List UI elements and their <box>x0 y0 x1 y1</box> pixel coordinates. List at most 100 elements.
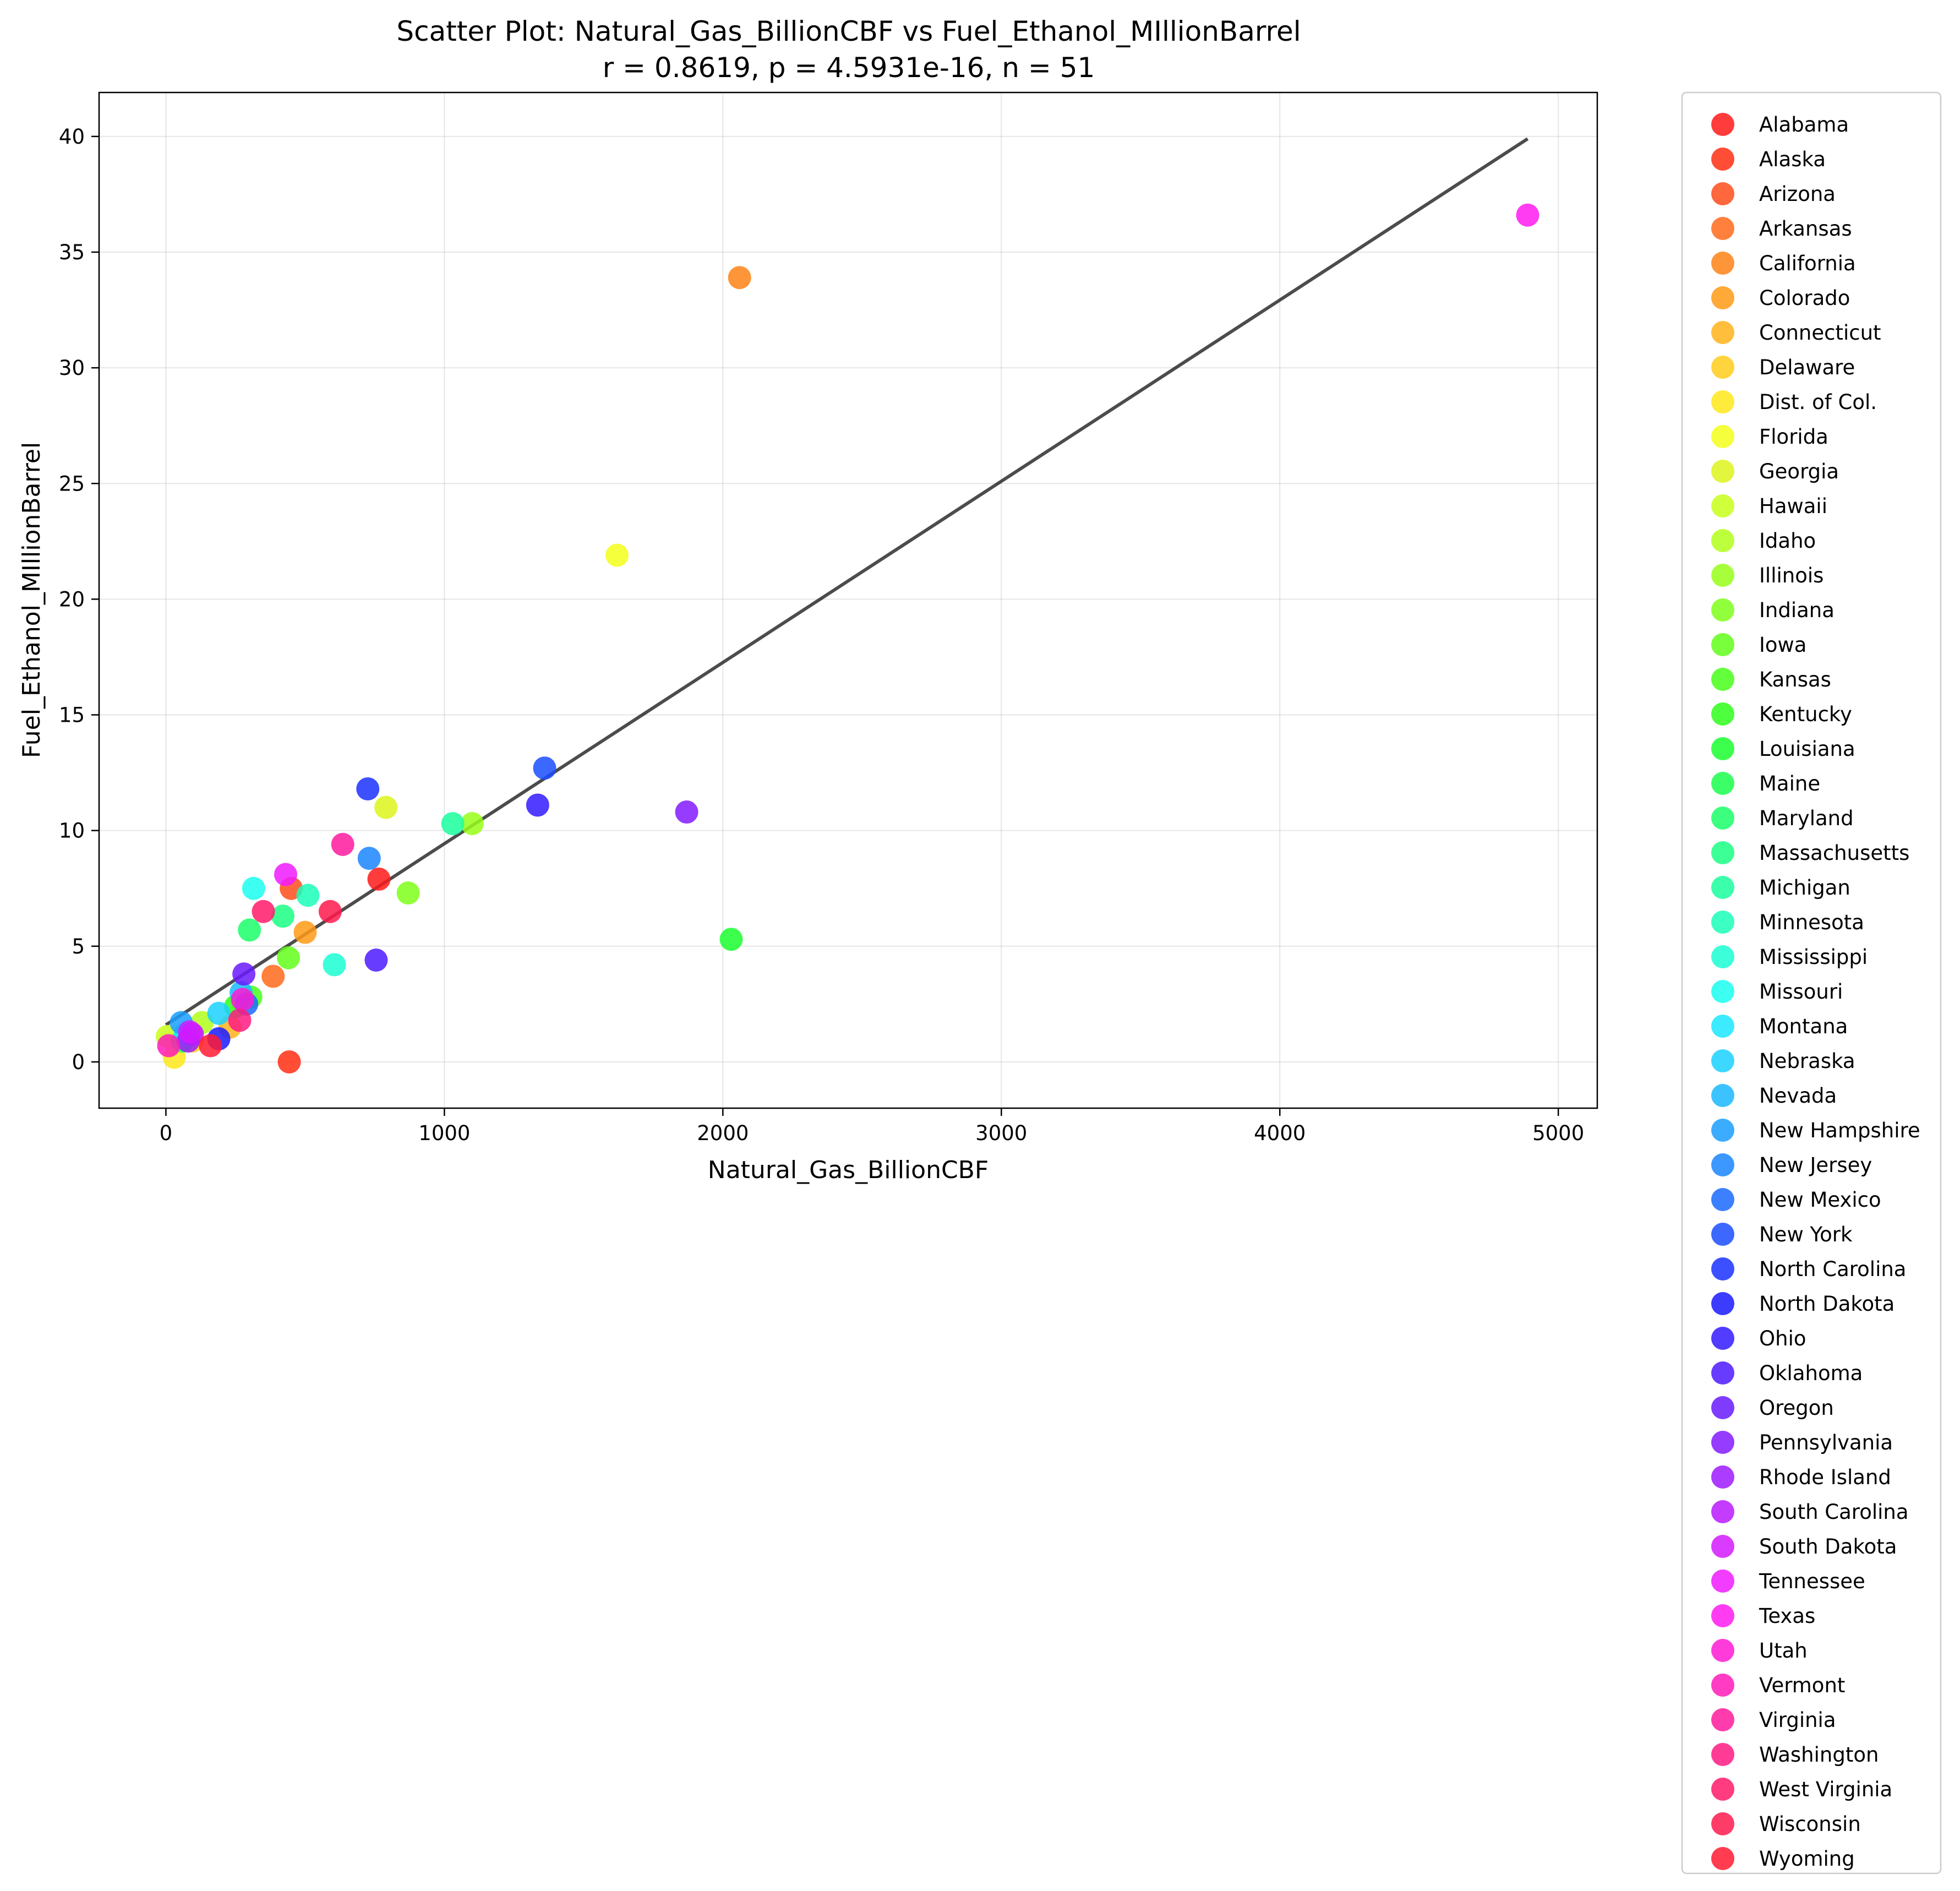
legend-label-north-carolina: North Carolina <box>1759 1257 1906 1281</box>
legend-marker-new-mexico <box>1711 1188 1734 1211</box>
data-points <box>155 203 1539 1073</box>
y-tick-label-5: 25 <box>59 472 85 495</box>
legend-marker-maine <box>1711 772 1734 795</box>
y-axis-label: Fuel_Ethanol_MIllionBarrel <box>18 442 46 758</box>
point-california <box>728 266 751 290</box>
point-vermont <box>157 1034 181 1058</box>
legend-label-montana: Montana <box>1759 1015 1848 1038</box>
point-utah <box>231 988 254 1011</box>
gridlines <box>99 92 1597 1108</box>
point-maryland <box>238 918 261 942</box>
legend-label-new-hampshire: New Hampshire <box>1759 1119 1920 1142</box>
point-georgia <box>374 795 398 819</box>
chart-title: Scatter Plot: Natural_Gas_BillionCBF vs … <box>396 15 1301 47</box>
legend-marker-mississippi <box>1711 945 1734 968</box>
legend-marker-new-york <box>1711 1223 1734 1246</box>
point-oregon <box>232 962 256 986</box>
legend-marker-florida <box>1711 425 1734 448</box>
legend-label-mississippi: Mississippi <box>1759 945 1868 969</box>
legend-marker-south-carolina <box>1711 1500 1734 1523</box>
y-tick-label-3: 15 <box>59 704 85 727</box>
plot-frame <box>98 91 1598 1109</box>
legend-label-missouri: Missouri <box>1759 980 1843 1004</box>
legend-marker-alabama <box>1711 113 1734 136</box>
legend-label-delaware: Delaware <box>1759 356 1855 379</box>
legend-label-arkansas: Arkansas <box>1759 217 1852 241</box>
legend-label-wisconsin: Wisconsin <box>1759 1812 1861 1836</box>
legend-label-north-dakota: North Dakota <box>1759 1292 1895 1316</box>
legend-label-alaska: Alaska <box>1759 148 1826 171</box>
legend-marker-wisconsin <box>1711 1812 1734 1835</box>
point-alaska <box>277 1050 301 1073</box>
legend-label-washington: Washington <box>1759 1743 1879 1767</box>
legend-marker-oregon <box>1711 1396 1734 1419</box>
point-mississippi <box>323 953 346 977</box>
x-tick-label-2: 2000 <box>697 1121 749 1145</box>
point-wyoming <box>199 1034 222 1058</box>
legend-label-california: California <box>1759 252 1856 275</box>
legend-label-connecticut: Connecticut <box>1759 321 1881 345</box>
legend-marker-georgia <box>1711 460 1734 483</box>
legend-marker-louisiana <box>1711 737 1734 760</box>
legend-label-kansas: Kansas <box>1759 668 1831 691</box>
point-virginia <box>331 832 354 856</box>
point-louisiana <box>719 928 743 951</box>
y-tick-label-2: 10 <box>59 819 85 843</box>
point-new-jersey <box>357 847 381 870</box>
legend-marker-idaho <box>1711 529 1734 552</box>
legend-marker-arkansas <box>1711 217 1734 240</box>
legend-marker-south-dakota <box>1711 1535 1734 1558</box>
legend-marker-kentucky <box>1711 702 1734 726</box>
legend-label-iowa: Iowa <box>1759 633 1806 657</box>
point-florida <box>605 543 629 567</box>
point-indiana <box>396 881 420 905</box>
y-tick-label-7: 35 <box>59 241 85 264</box>
legend-marker-connecticut <box>1711 321 1734 344</box>
chart-subtitle: r = 0.8619, p = 4.5931e-16, n = 51 <box>603 52 1095 84</box>
legend-label-virginia: Virginia <box>1759 1708 1836 1732</box>
legend-marker-alaska <box>1711 148 1734 171</box>
legend-marker-utah <box>1711 1639 1734 1662</box>
legend-marker-ohio <box>1711 1327 1734 1350</box>
legend-label-hawaii: Hawaii <box>1759 494 1827 518</box>
point-nebraska <box>207 1001 231 1025</box>
regression-line <box>165 137 1529 1027</box>
legend-label-maryland: Maryland <box>1759 806 1854 830</box>
x-axis-ticks: 0 1000 2000 3000 4000 5000 <box>160 1108 1584 1145</box>
legend-frame <box>1681 91 1942 1874</box>
legend-marker-nebraska <box>1711 1049 1734 1072</box>
x-tick-label-5: 5000 <box>1532 1121 1584 1145</box>
legend-marker-wyoming <box>1711 1847 1734 1870</box>
point-massachusetts <box>271 904 294 928</box>
legend-label-texas: Texas <box>1759 1604 1815 1628</box>
point-texas <box>1516 203 1539 227</box>
legend-marker-montana <box>1711 1015 1734 1038</box>
point-iowa <box>277 946 301 969</box>
point-minnesota <box>296 884 320 907</box>
legend-marker-illinois <box>1711 564 1734 587</box>
legend-label-rhode-island: Rhode Island <box>1759 1465 1891 1489</box>
legend-label-wyoming: Wyoming <box>1759 1847 1855 1871</box>
legend-marker-indiana <box>1711 598 1734 622</box>
y-axis-ticks: 0 5 10 15 20 25 30 35 40 <box>59 125 99 1074</box>
point-ohio <box>526 793 549 817</box>
legend: Alabama Alaska Arizona Arkansas California Co… <box>1681 91 1942 1874</box>
x-axis-label: Natural_Gas_BillionCBF <box>708 1156 989 1184</box>
legend-label-dist-of-col: Dist. of Col. <box>1759 390 1877 414</box>
point-michigan <box>441 812 465 836</box>
point-arkansas <box>261 964 285 988</box>
legend-label-minnesota: Minnesota <box>1759 911 1864 934</box>
legend-label-west-virginia: West Virginia <box>1759 1778 1892 1801</box>
legend-label-indiana: Indiana <box>1759 598 1835 622</box>
point-south-dakota <box>178 1020 201 1044</box>
point-pennsylvania <box>675 800 698 824</box>
x-tick-label-4: 4000 <box>1254 1121 1306 1145</box>
legend-label-ohio: Ohio <box>1759 1327 1806 1350</box>
legend-label-vermont: Vermont <box>1759 1674 1845 1697</box>
legend-label-pennsylvania: Pennsylvania <box>1759 1431 1893 1454</box>
y-tick-label-6: 30 <box>59 356 85 380</box>
legend-marker-washington <box>1711 1743 1734 1766</box>
legend-label-nevada: Nevada <box>1759 1084 1837 1108</box>
legend-marker-dist-of-col <box>1711 390 1734 413</box>
